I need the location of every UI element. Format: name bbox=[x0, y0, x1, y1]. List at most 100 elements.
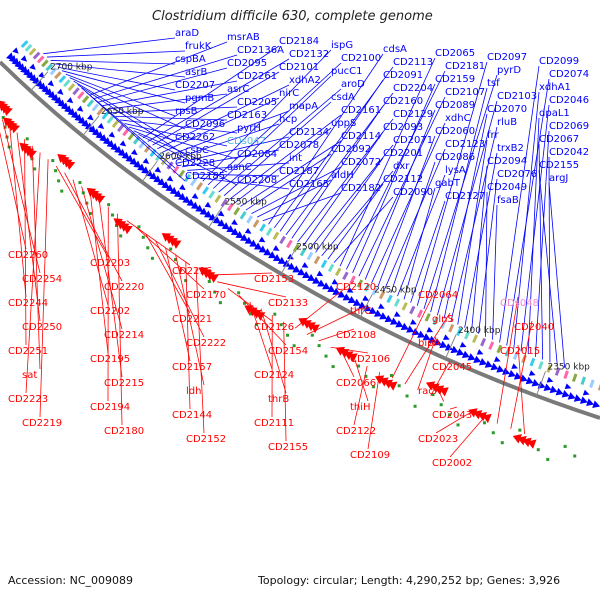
forward-label-line bbox=[539, 170, 557, 365]
forward-gene-label: pucC1 bbox=[331, 66, 363, 77]
feature-bar bbox=[93, 104, 98, 110]
forward-label-line bbox=[334, 197, 393, 263]
scale-tick-label: 2400 kbp bbox=[458, 326, 501, 336]
forward-gene-arrow bbox=[378, 303, 385, 308]
forward-gene-label: CD2060 bbox=[435, 126, 475, 137]
gc-dot bbox=[219, 301, 222, 304]
reverse-gene-label: ldh bbox=[186, 386, 201, 397]
forward-gene-arrow bbox=[426, 327, 433, 332]
reverse-label-line bbox=[497, 297, 518, 424]
reverse-gene-label: CD2122 bbox=[336, 426, 376, 437]
reverse-gene-label: thrC bbox=[350, 306, 371, 317]
gc-dot bbox=[483, 421, 486, 424]
gc-dot bbox=[564, 445, 567, 448]
forward-gene-label: CD2065 bbox=[435, 48, 475, 59]
reverse-gene-label: CD2111 bbox=[254, 418, 294, 429]
reverse-gene-label: CD2219 bbox=[22, 418, 62, 429]
forward-gene-label: CD2187 bbox=[279, 166, 319, 177]
gc-dot bbox=[318, 344, 321, 347]
feature-bar bbox=[274, 232, 278, 239]
forward-gene-label: CD2123 bbox=[445, 139, 485, 150]
forward-gene-label: CD2127 bbox=[445, 191, 485, 202]
feature-bar bbox=[108, 117, 113, 123]
forward-gene-arrow bbox=[443, 334, 450, 339]
gc-dot bbox=[208, 280, 211, 283]
gc-dot bbox=[286, 334, 289, 337]
scale-tick-label: 2450 kbp bbox=[374, 285, 417, 295]
gc-dot bbox=[78, 181, 81, 184]
feature-bar bbox=[450, 325, 453, 332]
feature-bar bbox=[69, 84, 74, 90]
feature-bar bbox=[235, 208, 239, 215]
reverse-gene-label: CD2250 bbox=[22, 322, 62, 333]
gc-dot bbox=[332, 365, 335, 368]
forward-gene-arrow bbox=[362, 295, 369, 300]
feature-bar bbox=[281, 236, 285, 243]
gc-dot bbox=[414, 405, 417, 408]
forward-gene-label: frukK bbox=[185, 41, 212, 52]
forward-gene-label: CD2095 bbox=[227, 58, 267, 69]
gc-dot bbox=[406, 395, 409, 398]
feature-bar bbox=[42, 60, 47, 66]
genome-title: Clostridium difficile 630, complete geno… bbox=[152, 9, 433, 24]
forward-gene-arrow bbox=[547, 377, 554, 383]
forward-gene-label: CD2046 bbox=[549, 95, 589, 106]
forward-gene-label: CD2163 bbox=[227, 110, 267, 121]
forward-gene-label: CD2097 bbox=[487, 52, 527, 63]
reverse-label-line bbox=[228, 289, 272, 321]
forward-gene-arrow bbox=[245, 228, 252, 234]
forward-gene-label: CD2136A bbox=[237, 45, 284, 56]
feature-bar bbox=[197, 183, 202, 190]
reverse-gene-label: CD2222 bbox=[186, 338, 226, 349]
forward-label-line bbox=[263, 193, 341, 221]
forward-gene-label: CD2165 bbox=[289, 179, 329, 190]
gc-dot bbox=[146, 246, 149, 249]
forward-gene-label: CD2228 bbox=[175, 158, 215, 169]
reverse-gene-label: CD2153 bbox=[254, 274, 294, 285]
forward-gene-label: CD2159 bbox=[435, 74, 475, 85]
forward-gene-label: CD2207 bbox=[175, 80, 215, 91]
feature-bar bbox=[308, 253, 312, 260]
forward-gene-label: cdsA bbox=[383, 44, 407, 55]
forward-gene-label: CD2084 bbox=[237, 149, 277, 160]
reverse-gene-label: bipA bbox=[418, 338, 440, 349]
forward-gene-arrow bbox=[87, 114, 94, 120]
forward-gene-arrow bbox=[565, 383, 572, 389]
feature-bar bbox=[22, 41, 28, 47]
feature-bar bbox=[261, 224, 265, 231]
forward-gene-label: csdA bbox=[331, 92, 355, 103]
feature-bar bbox=[322, 260, 326, 267]
reverse-gene-label: CD2180 bbox=[104, 426, 144, 437]
forward-gene-label: cspBA bbox=[175, 54, 206, 65]
forward-gene-label: CD2090 bbox=[393, 187, 433, 198]
forward-gene-arrow bbox=[131, 149, 138, 155]
reverse-gene-label: CD2216 bbox=[172, 266, 212, 277]
forward-label-line bbox=[514, 92, 539, 348]
feature-bar bbox=[473, 335, 476, 342]
gc-dot bbox=[311, 334, 314, 337]
forward-gene-label: xdhA2 bbox=[289, 75, 321, 86]
reverse-gene-label: glnS bbox=[432, 314, 454, 325]
reverse-label-line bbox=[17, 133, 40, 321]
forward-gene-label: CD2074 bbox=[549, 69, 589, 80]
forward-gene-label: CD2100 bbox=[341, 53, 381, 64]
feature-bar bbox=[582, 377, 585, 385]
scale-tick-label: 2350 kbp bbox=[547, 362, 590, 372]
forward-gene-label: gabT bbox=[435, 178, 461, 189]
forward-gene-label: trxB2 bbox=[497, 143, 524, 154]
reverse-label-line bbox=[450, 407, 457, 409]
forward-gene-label: CD2201 bbox=[383, 148, 423, 159]
reverse-gene-label: CD2195 bbox=[90, 354, 130, 365]
forward-gene-label: CD2114 bbox=[341, 131, 381, 142]
forward-gene-label: CD2096 bbox=[185, 119, 225, 130]
reverse-gene-label: thrB bbox=[268, 394, 289, 405]
reverse-gene-label: thiH bbox=[350, 402, 371, 413]
forward-gene-label: rpsB bbox=[175, 106, 198, 117]
forward-gene-arrow bbox=[77, 106, 84, 112]
forward-gene-arrow bbox=[410, 319, 417, 324]
reverse-gene-label: CD2133 bbox=[268, 298, 308, 309]
forward-label-line bbox=[43, 38, 175, 54]
gc-dot bbox=[573, 454, 576, 457]
forward-gene-label: CD2261 bbox=[237, 71, 277, 82]
feature-bar bbox=[118, 125, 123, 131]
